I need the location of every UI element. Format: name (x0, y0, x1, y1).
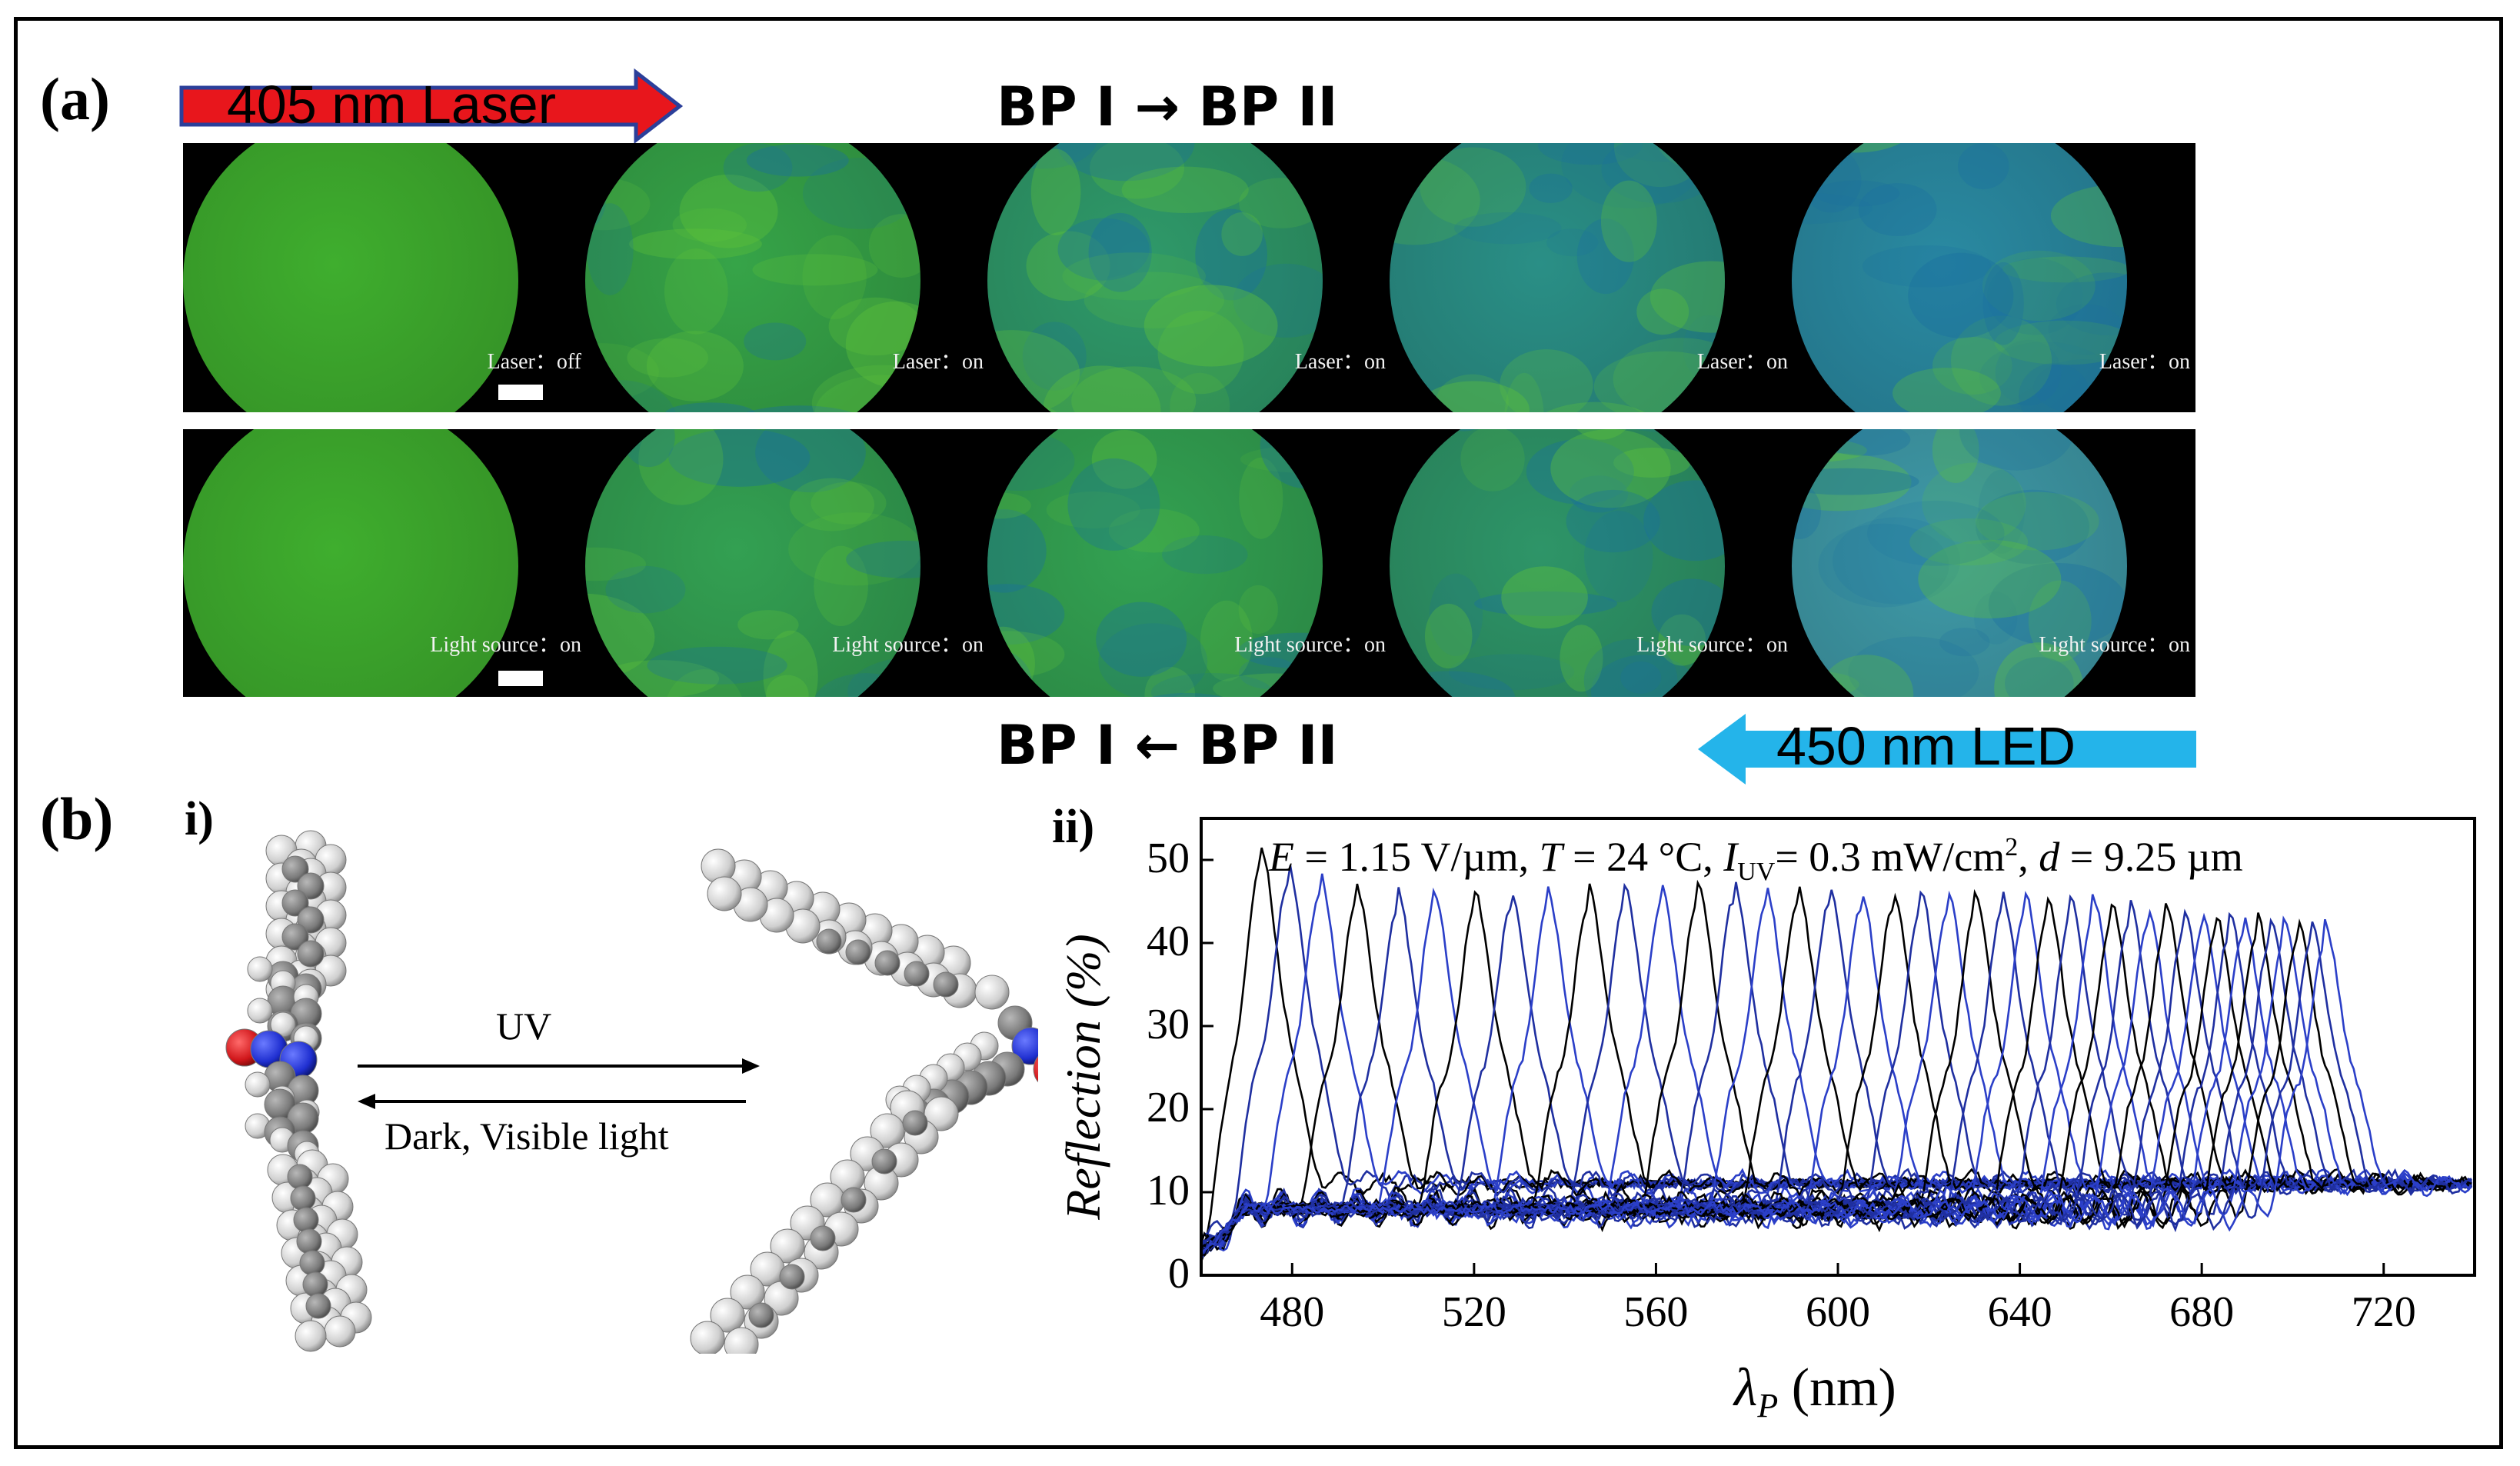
reflection-chart: 480 520 560 600 640 680 720 E = 1.15 V/µm, T = … (1200, 815, 2476, 1423)
x-axis-symbol: λ (1734, 1358, 1758, 1418)
top-heading: BP I → BP II (997, 75, 1338, 138)
image-caption: Light source：on (1234, 633, 1386, 657)
y-tick-label: 40 (1147, 918, 1190, 965)
y-axis-title-holder: Reflection (%) (1047, 934, 1124, 1354)
image-caption: Laser：on (1294, 350, 1386, 374)
image-caption: Laser：on (892, 350, 984, 374)
x-tick-label: 680 (2169, 1288, 2234, 1336)
dark-visible-label: Dark, Visible light (384, 1114, 669, 1158)
x-tick-label: 520 (1442, 1288, 1506, 1336)
spectrum-line (1201, 918, 2472, 1254)
microscope-image (987, 429, 1323, 697)
microscope-image (585, 429, 920, 697)
image-caption: Light source：on (832, 633, 984, 657)
condition-text: E = 1.15 V/µm, T = 24 °C, IUV= 0.3 mW/cm… (1268, 833, 2243, 886)
uv-label: UV (496, 1005, 552, 1048)
scale-bar (498, 385, 543, 400)
microscope-image (585, 143, 920, 412)
x-tick-label: 480 (1260, 1288, 1324, 1336)
scale-bar (498, 671, 543, 686)
forward-arrow-head (742, 1058, 760, 1074)
image-caption: Laser：off (487, 350, 581, 374)
y-tick-label: 0 (1168, 1250, 1190, 1298)
led-arrow-icon (1698, 714, 2196, 785)
reverse-arrow-head (358, 1094, 375, 1109)
panel-a-label: (a) (40, 65, 110, 132)
image-caption: Laser：on (2099, 350, 2190, 374)
microscope-image (1390, 429, 1725, 697)
x-axis-unit: (nm) (1778, 1358, 1896, 1418)
microscope-image (183, 143, 518, 412)
x-axis-title: λP (nm) (1734, 1358, 1896, 1425)
x-axis-subscript: P (1757, 1387, 1779, 1424)
bottom-heading: BP I ← BP II (997, 714, 1338, 777)
x-tick-label: 640 (1988, 1288, 2052, 1336)
image-caption: Light source：on (430, 633, 581, 657)
panel-b-label: (b) (40, 785, 114, 852)
microscope-image (987, 143, 1323, 412)
image-caption: Laser：on (1696, 350, 1788, 374)
microscope-image (1792, 143, 2127, 412)
y-tick-label: 50 (1147, 835, 1190, 882)
cis-isomer-molecule (690, 848, 1038, 1354)
microscope-image (1390, 143, 1725, 412)
y-tick-label: 20 (1147, 1084, 1190, 1131)
image-caption: Light source：on (2039, 633, 2190, 657)
x-tick-label: 720 (2352, 1288, 2416, 1336)
domain-texture (1792, 143, 2127, 412)
azobenzene-molecules-diagram (225, 830, 1038, 1354)
laser-arrow-icon (179, 68, 684, 145)
y-axis-title: Reflection (%) (1056, 934, 1110, 1220)
image-caption: Light source：on (1636, 633, 1788, 657)
y-tick-label: 30 (1147, 1001, 1190, 1048)
sub-panel-i-label: i) (185, 793, 214, 845)
led-arrow-label: 450 nm LED (1776, 716, 2076, 776)
trans-isomer-molecule (225, 830, 372, 1352)
top-image-strip: Laser：off Laser：on Laser：on Laser：on Laser：o… (183, 143, 2195, 412)
spectrum-line (1201, 921, 2472, 1256)
x-tick-label: 600 (1806, 1288, 1870, 1336)
microscope-image (183, 429, 518, 697)
sub-panel-ii-label: ii) (1052, 801, 1095, 853)
y-tick-label: 10 (1147, 1167, 1190, 1214)
bottom-image-strip: Light source：on Light source：on Light sour… (183, 429, 2195, 697)
microscope-image (1792, 429, 2127, 697)
laser-arrow-label: 405 nm Laser (227, 75, 557, 135)
x-tick-label: 560 (1623, 1288, 1688, 1336)
domain-texture (585, 143, 920, 412)
